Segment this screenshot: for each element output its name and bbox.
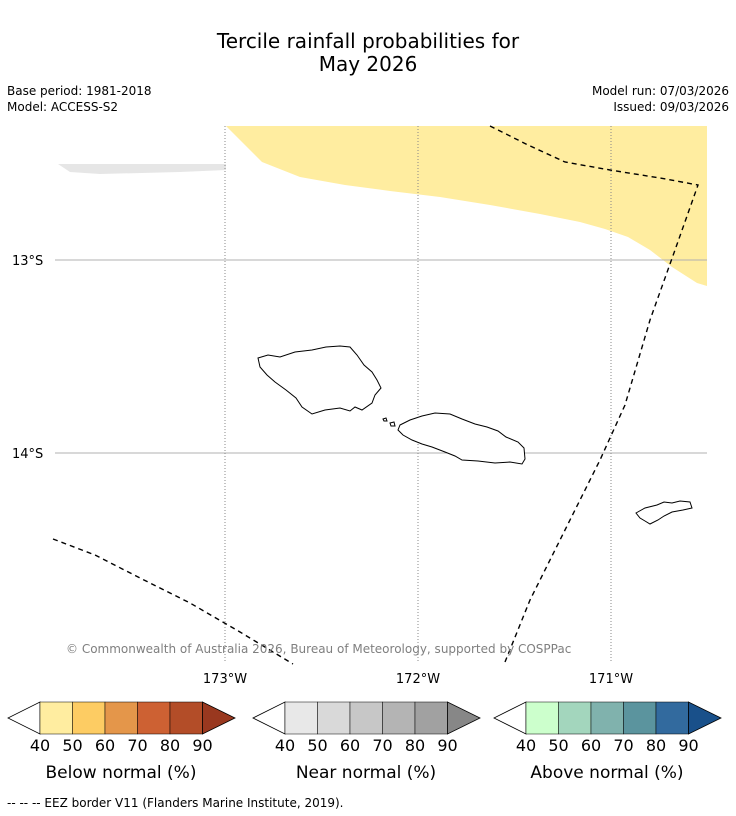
colorbar-above-min-arrow	[493, 701, 527, 735]
colorbar-above-tick: 70	[613, 736, 633, 755]
meta-left: Base period: 1981-2018 Model: ACCESS-S2	[7, 83, 152, 115]
colorbar-below-tick: 40	[30, 736, 50, 755]
colorbar-below-tick: 80	[160, 736, 180, 755]
colorbar-below-tick: 90	[192, 736, 212, 755]
title-line-2: May 2026	[318, 52, 418, 76]
lon-label-172w: 172°W	[396, 672, 440, 687]
colorbar-near-bin-4	[382, 701, 416, 735]
copyright-text: © Commonwealth of Australia 2026, Bureau…	[66, 642, 571, 656]
colorbar-near-tick: 40	[275, 736, 295, 755]
colorbar-below-max-arrow	[202, 701, 236, 735]
colorbar-near-max-arrow	[447, 701, 481, 735]
colorbar-above-tick: 60	[581, 736, 601, 755]
colorbar-below-bin-4	[137, 701, 171, 735]
colorbar-below-bin-1	[39, 701, 73, 735]
lat-label-13s: 13°S	[12, 254, 43, 269]
colorbar-above-bin-4	[623, 701, 657, 735]
colorbar-above-tick: 50	[548, 736, 568, 755]
meta-right: Model run: 07/03/2026 Issued: 09/03/2026	[592, 83, 729, 115]
colorbar-near-min-arrow	[252, 701, 286, 735]
model-text: Model: ACCESS-S2	[7, 100, 119, 114]
colorbar-near-label: Near normal (%)	[296, 763, 436, 783]
lon-label-171w: 171°W	[589, 672, 633, 687]
colorbar-area: 40 50 60 70 80 90 Below normal (%) 40 50…	[7, 701, 722, 783]
colorbar-below-normal: 40 50 60 70 80 90 Below normal (%)	[7, 701, 236, 783]
savaii-island	[257, 345, 382, 415]
base-period-text: Base period: 1981-2018	[7, 84, 152, 98]
map-title: Tercile rainfall probabilities for May 2…	[0, 30, 736, 76]
colorbar-below-min-arrow	[7, 701, 41, 735]
colorbar-near-bin-2	[317, 701, 351, 735]
eez-border-north	[489, 125, 699, 663]
colorbar-near-tick: 60	[340, 736, 360, 755]
lon-label-173w: 173°W	[203, 672, 247, 687]
eez-legend-footer: -- -- -- EEZ border V11 (Flanders Marine…	[7, 796, 344, 810]
colorbar-above-normal: 40 50 60 70 80 90 Above normal (%)	[493, 701, 722, 783]
below-normal-region	[226, 126, 707, 286]
issued-text: Issued: 09/03/2026	[613, 100, 729, 114]
colorbar-above-tick: 90	[678, 736, 698, 755]
colorbar-below-bin-5	[169, 701, 203, 735]
near-normal-region	[58, 164, 226, 174]
colorbar-below-label: Below normal (%)	[46, 763, 197, 783]
colorbar-near-bin-5	[414, 701, 448, 735]
manono-islet	[389, 421, 396, 427]
colorbar-near-tick: 80	[405, 736, 425, 755]
colorbar-below-tick: 70	[127, 736, 147, 755]
colorbar-near-bin-1	[284, 701, 318, 735]
colorbar-below-tick: 50	[62, 736, 82, 755]
colorbar-above-label: Above normal (%)	[530, 763, 683, 783]
colorbar-above-bin-3	[590, 701, 624, 735]
colorbar-near-normal: 40 50 60 70 80 90 Near normal (%)	[252, 701, 481, 783]
colorbar-above-bin-5	[655, 701, 689, 735]
lat-label-14s: 14°S	[12, 447, 43, 462]
colorbar-near-tick: 70	[372, 736, 392, 755]
colorbar-above-max-arrow	[688, 701, 722, 735]
eez-border-southwest	[52, 538, 294, 665]
colorbar-above-tick: 40	[516, 736, 536, 755]
colorbar-above-bin-2	[558, 701, 592, 735]
title-line-1: Tercile rainfall probabilities for	[216, 29, 520, 53]
colorbar-near-tick: 90	[437, 736, 457, 755]
colorbar-below-bin-3	[104, 701, 138, 735]
colorbar-above-tick: 80	[646, 736, 666, 755]
colorbar-above-bin-1	[525, 701, 559, 735]
tutuila-island	[635, 500, 693, 525]
upolu-island	[397, 412, 526, 465]
colorbar-below-bin-2	[72, 701, 106, 735]
colorbar-below-tick: 60	[95, 736, 115, 755]
apolima-islet	[382, 417, 388, 422]
colorbar-near-bin-3	[349, 701, 383, 735]
model-run-text: Model run: 07/03/2026	[591, 84, 729, 98]
colorbar-near-tick: 50	[307, 736, 327, 755]
map-canvas: © Commonwealth of Australia 2026, Bureau…	[12, 125, 707, 687]
